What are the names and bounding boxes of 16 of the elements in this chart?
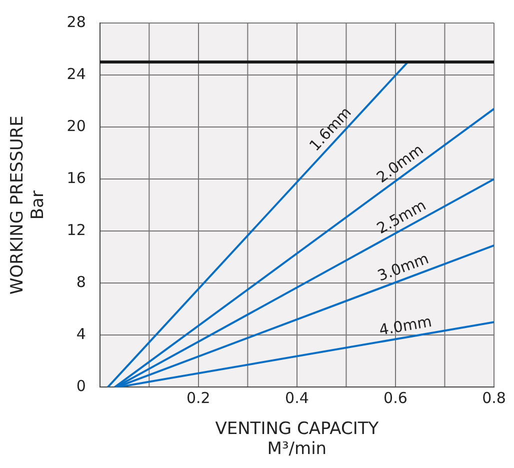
x-tick-label: 0.4 xyxy=(285,389,309,408)
x-axis-title: VENTING CAPACITY M³/min xyxy=(215,418,380,460)
y-tick-label: 12 xyxy=(66,221,86,240)
text: 4.0mm xyxy=(378,312,434,340)
x-tick-label: 0.6 xyxy=(384,389,408,408)
x-tick-label: 0.8 xyxy=(482,389,506,408)
x-tick-label: 0.2 xyxy=(186,389,210,408)
y-tick-label: 0 xyxy=(76,377,86,396)
y-tick-label: 4 xyxy=(76,325,86,344)
y-tick-label: 16 xyxy=(66,168,86,187)
y-tick-label: 8 xyxy=(76,273,86,292)
y-axis-title: WORKING PRESSURE Bar xyxy=(8,116,48,295)
y-tick-label: 20 xyxy=(66,116,86,135)
text: 3.0mm xyxy=(375,249,432,285)
y-tick-label: 24 xyxy=(66,64,86,83)
y-tick-label: 28 xyxy=(66,12,86,31)
